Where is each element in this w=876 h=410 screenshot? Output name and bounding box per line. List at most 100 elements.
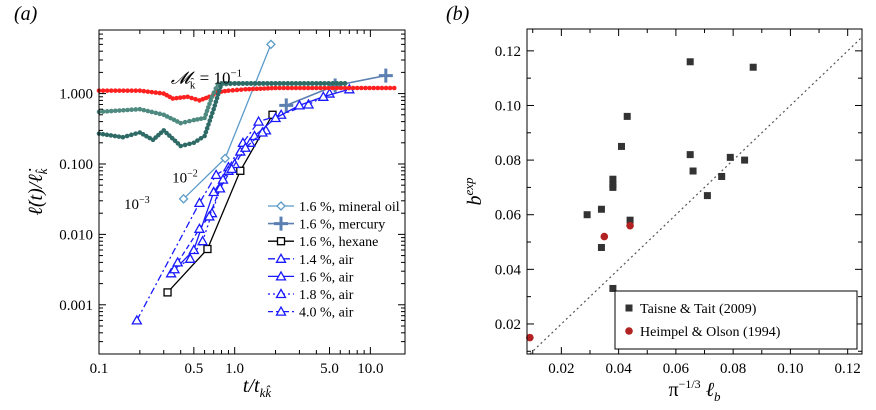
data-point [297, 80, 303, 86]
data-point [219, 80, 224, 86]
series-a-7 [96, 85, 397, 103]
data-point [626, 221, 634, 230]
data-point [314, 80, 319, 86]
data-point [309, 80, 315, 86]
panel-a: 𝓜k̂ = 10−1 10−2 10−3 0.1 0.5 1.0 5.0 10.0 0.001 0… [14, 3, 406, 400]
data-point [145, 108, 151, 114]
data-point [317, 90, 329, 101]
data-point [354, 85, 360, 91]
x-tick-label: 0.06 [663, 361, 690, 377]
data-point [205, 105, 211, 110]
data-point [198, 116, 204, 121]
y-tick-label: 0.02 [495, 317, 521, 333]
data-point [686, 58, 694, 66]
data-point [234, 87, 240, 93]
data-point [240, 80, 246, 86]
data-point [202, 115, 207, 121]
data-point [172, 256, 184, 267]
plot-frame [526, 28, 863, 355]
data-point [212, 103, 218, 108]
series-b-1 [526, 221, 634, 342]
data-point [338, 85, 344, 91]
data-point [210, 110, 215, 116]
data-point [609, 175, 617, 183]
legend-label: 1.6 %, mineral oil [299, 200, 400, 215]
series-a-6 [172, 126, 268, 267]
data-point [342, 80, 348, 86]
legend-marker [275, 288, 287, 299]
data-point [301, 80, 307, 86]
legend-label: 1.4 %, air [299, 253, 354, 268]
data-point [246, 86, 252, 92]
y-tick-label: 0.10 [495, 98, 521, 114]
data-point [203, 129, 209, 135]
data-point [211, 106, 216, 112]
data-point [334, 80, 340, 86]
data-point [207, 101, 212, 107]
data-point [623, 112, 631, 120]
data-point [223, 80, 229, 86]
data-point [203, 112, 209, 117]
data-point [137, 106, 143, 112]
legend-label: Taisne & Tait (2009) [640, 302, 757, 317]
data-point [265, 80, 270, 86]
data-point [178, 120, 183, 126]
data-point [108, 108, 114, 114]
data-point [137, 88, 143, 93]
data-point [184, 252, 196, 263]
data-point [227, 80, 233, 86]
series-line [177, 132, 263, 263]
legend-marker [276, 237, 286, 246]
data-point [391, 85, 397, 91]
data-point [182, 142, 188, 148]
data-point [239, 141, 252, 152]
data-point [363, 85, 368, 91]
data-point [210, 169, 222, 180]
legend-label: 1.6 %, mercury [299, 218, 385, 233]
panel-label-a: (a) [14, 3, 38, 25]
legend-marker [275, 270, 287, 281]
data-point [583, 211, 591, 219]
legend-box [614, 290, 858, 350]
legend-marker [274, 216, 288, 231]
data-point [330, 85, 336, 91]
data-point [609, 284, 617, 292]
data-point [297, 85, 303, 91]
y-tick-label: 0.001 [59, 298, 93, 314]
data-point [741, 156, 749, 164]
data-point [314, 85, 319, 91]
data-point [293, 80, 299, 86]
data-point [342, 85, 348, 91]
data-point [104, 132, 110, 138]
data-point [305, 80, 311, 86]
y-tick-label: 0.010 [59, 227, 93, 243]
data-point [191, 140, 197, 146]
data-point [250, 86, 256, 92]
annotation-m-1: 𝓜k̂ = 10−1 [171, 67, 242, 91]
data-point [100, 131, 106, 137]
legend-marker [625, 304, 633, 312]
legend-marker [275, 252, 287, 263]
data-point [100, 88, 106, 93]
x-tick-label: 10.0 [357, 361, 383, 377]
data-point [191, 117, 197, 123]
data-point [273, 85, 278, 91]
data-point [243, 87, 248, 92]
data-point [171, 117, 177, 123]
data-point [281, 85, 286, 91]
y-axis-label: ℓ̇(t)/ℓ̇k̂ [25, 168, 50, 215]
data-point [113, 108, 118, 114]
data-point [236, 166, 245, 175]
data-point [359, 85, 364, 91]
data-point [203, 210, 215, 221]
data-point [718, 172, 726, 180]
data-point [309, 85, 315, 91]
data-point [248, 80, 254, 86]
legend-marker [276, 201, 286, 211]
data-point [238, 87, 244, 92]
data-point [269, 112, 282, 123]
y-tick-label: 0.12 [495, 44, 521, 60]
data-point [120, 134, 126, 140]
legend-marker [275, 305, 287, 316]
panel-b: 0.02 0.04 0.06 0.08 0.10 0.12 0.02 0.04 0.06 0.08… [446, 3, 863, 404]
